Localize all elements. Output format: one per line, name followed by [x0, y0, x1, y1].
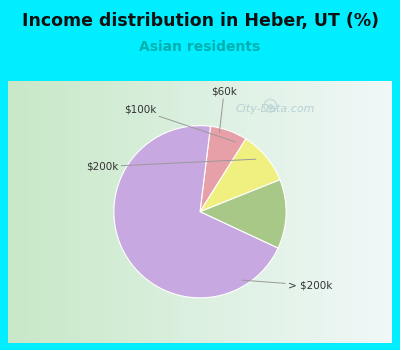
- Text: $100k: $100k: [124, 105, 236, 142]
- Text: City-Data.com: City-Data.com: [236, 104, 316, 114]
- Wedge shape: [200, 139, 280, 212]
- Text: $60k: $60k: [211, 86, 237, 133]
- Wedge shape: [200, 180, 286, 248]
- Wedge shape: [200, 126, 246, 212]
- Text: > $200k: > $200k: [242, 280, 332, 290]
- Wedge shape: [114, 126, 278, 298]
- Text: $200k: $200k: [86, 159, 256, 172]
- Text: Asian residents: Asian residents: [139, 40, 261, 54]
- Text: Income distribution in Heber, UT (%): Income distribution in Heber, UT (%): [22, 12, 378, 30]
